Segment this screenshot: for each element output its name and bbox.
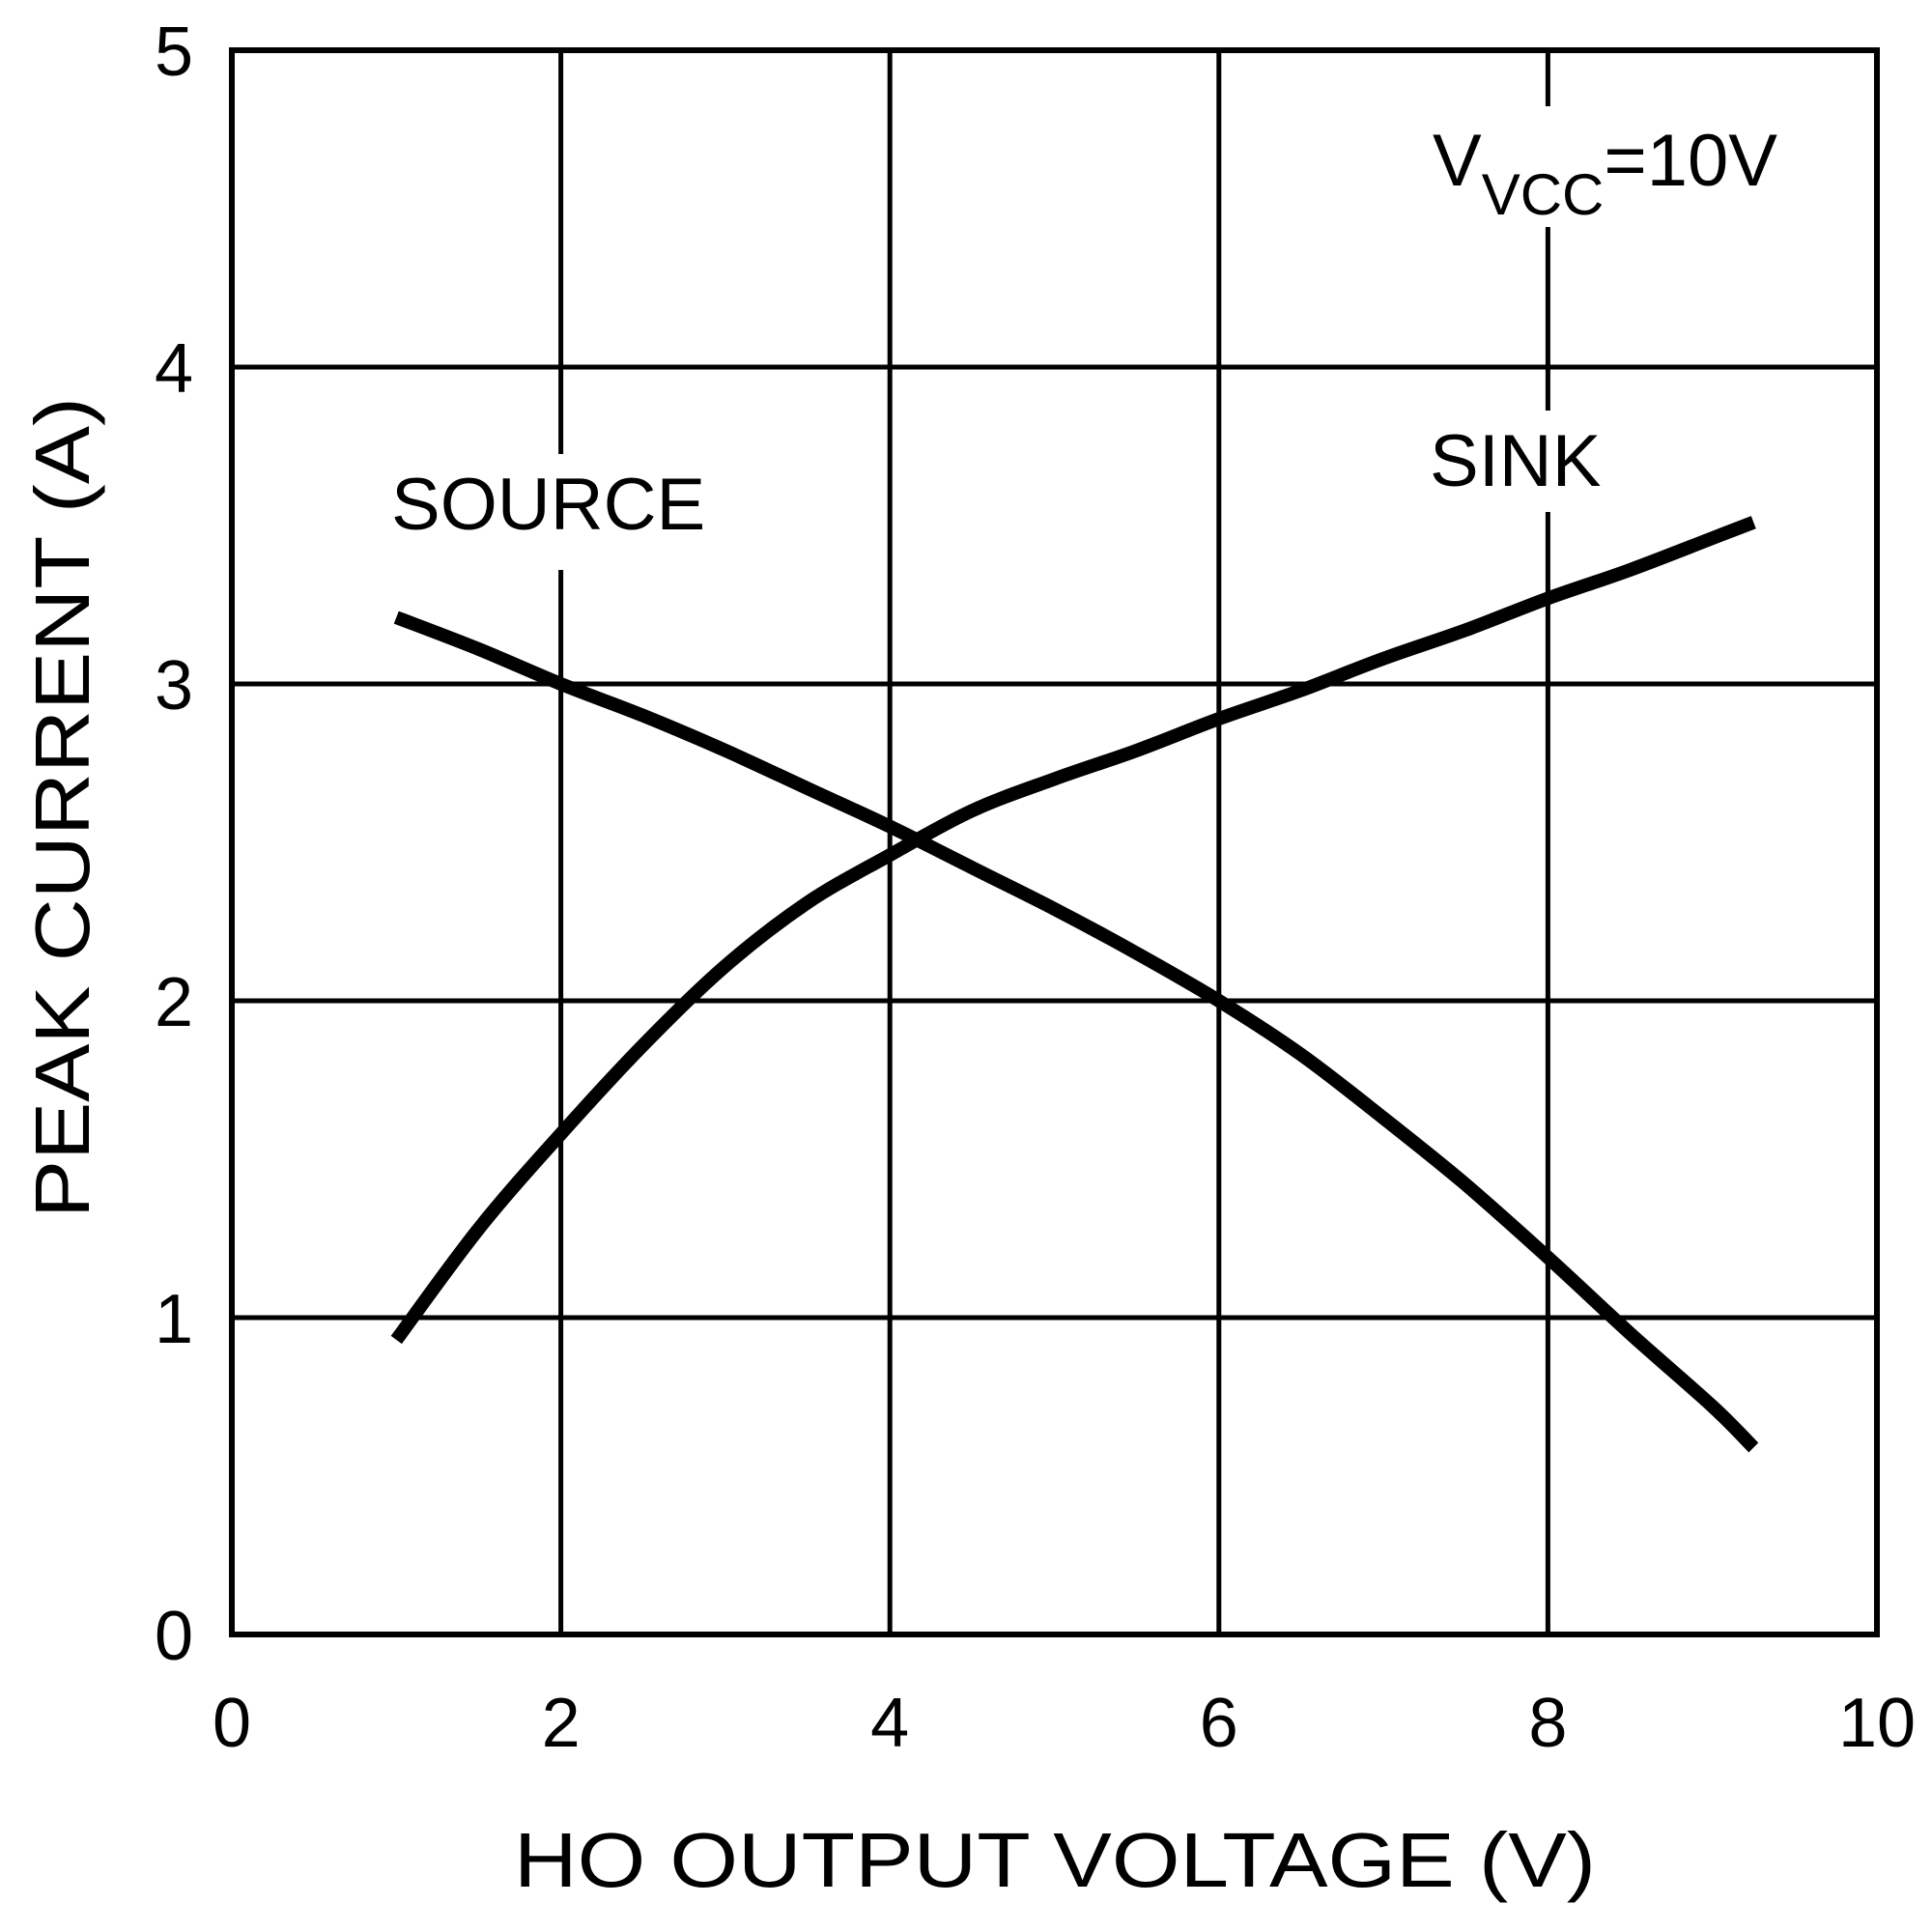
x-axis-title: HO OUTPUT VOLTAGE (V) bbox=[514, 1817, 1596, 1903]
sink-label: SINK bbox=[1430, 420, 1601, 502]
y-tick-label: 3 bbox=[155, 647, 193, 724]
source-label: SOURCE bbox=[391, 464, 705, 546]
y-axis-ticks: 0 1 2 3 4 5 bbox=[155, 14, 193, 1675]
source-label-bg bbox=[382, 454, 768, 570]
vcc-annotation: VVCC=10V bbox=[1433, 120, 1777, 227]
y-tick-label: 1 bbox=[155, 1281, 193, 1358]
grid-lines bbox=[232, 50, 1877, 1634]
y-tick-label: 5 bbox=[155, 14, 193, 91]
x-tick-label: 0 bbox=[213, 1685, 251, 1762]
y-tick-label: 2 bbox=[155, 964, 193, 1041]
x-tick-label: 2 bbox=[542, 1685, 581, 1762]
x-tick-label: 6 bbox=[1200, 1685, 1238, 1762]
sink-label-bg bbox=[1420, 411, 1652, 512]
x-tick-label: 8 bbox=[1528, 1685, 1567, 1762]
x-tick-label: 10 bbox=[1838, 1685, 1916, 1762]
plot-frame bbox=[229, 47, 1880, 1637]
vcc-main: V bbox=[1433, 120, 1482, 202]
sink-curve bbox=[390, 516, 1756, 1345]
source-curve bbox=[393, 611, 1759, 1453]
x-axis-ticks: 0 2 4 6 8 10 bbox=[213, 1685, 1916, 1762]
vcc-value: =10V bbox=[1604, 120, 1777, 202]
vcc-subscript: VCC bbox=[1482, 162, 1605, 227]
y-tick-label: 0 bbox=[155, 1598, 193, 1675]
y-axis-title: PEAK CURRENT (A) bbox=[19, 397, 105, 1218]
y-tick-label: 4 bbox=[155, 330, 193, 408]
x-tick-label: 4 bbox=[870, 1685, 909, 1762]
vcc-label-bg bbox=[1425, 106, 1860, 227]
